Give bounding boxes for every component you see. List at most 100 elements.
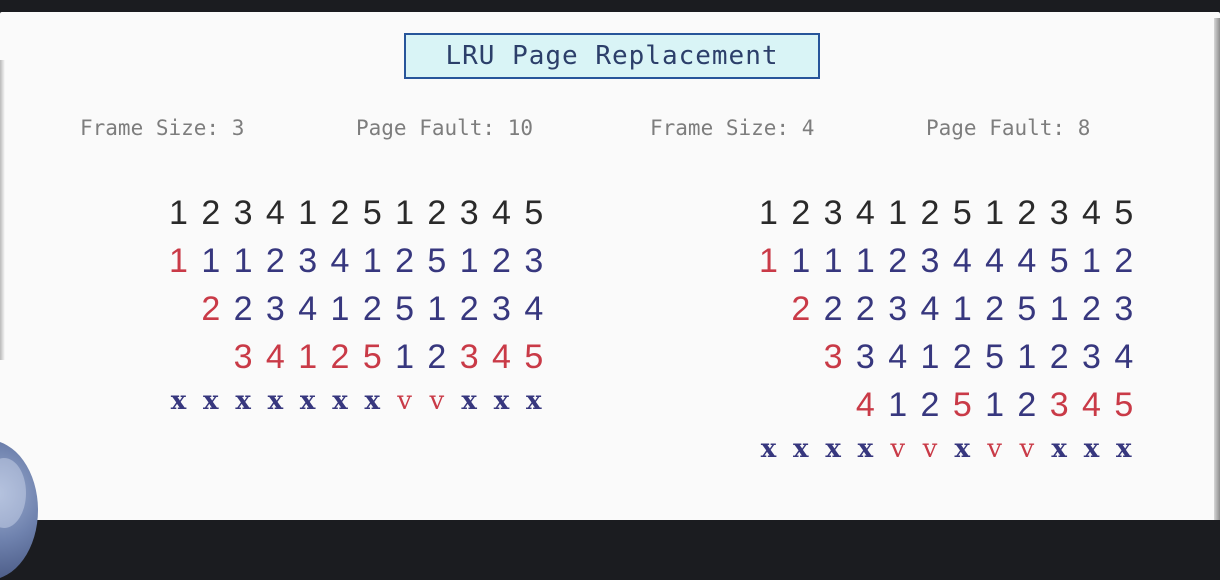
frame-cell: 5 bbox=[524, 338, 544, 376]
fault-mark: x bbox=[364, 386, 381, 416]
left-frame-size: Frame Size: 3 bbox=[80, 116, 245, 140]
frame-cell: 2 bbox=[985, 290, 1005, 328]
frame-cell: 1 bbox=[823, 242, 843, 280]
frame-cell: 1 bbox=[169, 242, 188, 280]
frame-cell: 1 bbox=[791, 242, 811, 280]
frame-cell: 1 bbox=[1017, 338, 1037, 376]
frame-cell: 5 bbox=[395, 290, 415, 328]
frame-cell: 1 bbox=[888, 386, 908, 424]
frame-cell: 1 bbox=[920, 338, 940, 376]
frame-cell: 5 bbox=[985, 338, 1005, 376]
frame-cell: 2 bbox=[201, 290, 221, 328]
reference-page: 3 bbox=[233, 194, 253, 232]
page-title: LRU Page Replacement bbox=[445, 41, 779, 71]
title-box: LRU Page Replacement bbox=[404, 33, 820, 79]
frame-cell: 5 bbox=[1049, 242, 1069, 280]
fault-mark: x bbox=[461, 386, 477, 416]
frame-cell: 1 bbox=[855, 242, 875, 280]
reference-page: 5 bbox=[524, 194, 544, 232]
reference-page: 2 bbox=[920, 194, 940, 232]
frame-cell: 3 bbox=[265, 290, 285, 328]
reference-page: 1 bbox=[298, 194, 318, 232]
frame-cell: 3 bbox=[233, 338, 253, 376]
reference-page: 1 bbox=[759, 194, 778, 232]
frame-cell: 1 bbox=[952, 290, 972, 328]
hit-mark: v bbox=[429, 386, 445, 416]
reference-page: 2 bbox=[427, 194, 447, 232]
reference-page: 1 bbox=[169, 194, 188, 232]
fault-mark: x bbox=[760, 434, 777, 464]
right-page-fault: Page Fault: 8 bbox=[926, 116, 1091, 140]
reference-page: 2 bbox=[201, 194, 221, 232]
frame-cell: 1 bbox=[201, 242, 221, 280]
hit-mark: v bbox=[890, 434, 906, 464]
frame-cell: 3 bbox=[855, 338, 875, 376]
frame-cell: 1 bbox=[427, 290, 447, 328]
fault-mark: x bbox=[793, 434, 809, 464]
slide bbox=[0, 12, 1220, 520]
frame-cell: 4 bbox=[985, 242, 1005, 280]
reference-page: 2 bbox=[330, 194, 350, 232]
frame-cell: 3 bbox=[1049, 386, 1069, 424]
fault-mark: x bbox=[825, 434, 841, 464]
frame-cell: 2 bbox=[265, 242, 285, 280]
frame-cell: 4 bbox=[492, 338, 511, 376]
frame-cell: 5 bbox=[427, 242, 447, 280]
frame-cell: 2 bbox=[888, 242, 908, 280]
frame-cell: 4 bbox=[1114, 338, 1134, 376]
frame-cell: 2 bbox=[492, 242, 511, 280]
reference-page: 4 bbox=[492, 194, 511, 232]
frame-cell: 1 bbox=[395, 338, 415, 376]
fault-mark: x bbox=[1116, 434, 1132, 464]
reference-page: 4 bbox=[1082, 194, 1101, 232]
reference-page: 2 bbox=[1017, 194, 1037, 232]
frame-cell: 1 bbox=[759, 242, 778, 280]
fault-mark: x bbox=[493, 386, 510, 416]
fault-mark: x bbox=[1083, 434, 1100, 464]
reference-page: 2 bbox=[791, 194, 811, 232]
frame-cell: 2 bbox=[823, 290, 843, 328]
frame-cell: 2 bbox=[1082, 290, 1101, 328]
hit-mark: v bbox=[1019, 434, 1035, 464]
reference-page: 4 bbox=[855, 194, 875, 232]
reference-page: 5 bbox=[952, 194, 972, 232]
frame-cell: 2 bbox=[1114, 242, 1134, 280]
fault-mark: x bbox=[299, 386, 316, 416]
frame-cell: 1 bbox=[233, 242, 253, 280]
frame-cell: 4 bbox=[298, 290, 318, 328]
frame-cell: 2 bbox=[459, 290, 479, 328]
frame-cell: 3 bbox=[888, 290, 908, 328]
frame-cell: 3 bbox=[1082, 338, 1101, 376]
frame-cell: 3 bbox=[1114, 290, 1134, 328]
frame-cell: 3 bbox=[492, 290, 511, 328]
frame-cell: 1 bbox=[985, 386, 1005, 424]
frame-cell: 5 bbox=[1114, 386, 1134, 424]
frame-cell: 2 bbox=[952, 338, 972, 376]
frame-cell: 2 bbox=[855, 290, 875, 328]
frame-cell: 1 bbox=[362, 242, 382, 280]
reference-page: 3 bbox=[1049, 194, 1069, 232]
frame-cell: 2 bbox=[362, 290, 382, 328]
frame-cell: 2 bbox=[920, 386, 940, 424]
frame-cell: 4 bbox=[330, 242, 350, 280]
frame-cell: 3 bbox=[298, 242, 318, 280]
frame-cell: 2 bbox=[427, 338, 447, 376]
fault-mark: x bbox=[170, 386, 187, 416]
frame-cell: 2 bbox=[233, 290, 253, 328]
frame-cell: 5 bbox=[1017, 290, 1037, 328]
frame-cell: 1 bbox=[1049, 290, 1069, 328]
reference-page: 4 bbox=[265, 194, 285, 232]
reference-page: 1 bbox=[888, 194, 908, 232]
reference-page: 1 bbox=[395, 194, 415, 232]
reference-page: 5 bbox=[1114, 194, 1134, 232]
frame-cell: 4 bbox=[920, 290, 940, 328]
hit-mark: v bbox=[987, 434, 1002, 464]
frame-cell: 4 bbox=[952, 242, 972, 280]
slide-shadow-left bbox=[0, 60, 5, 360]
reference-page: 3 bbox=[823, 194, 843, 232]
hit-mark: v bbox=[397, 386, 412, 416]
frame-cell: 2 bbox=[1049, 338, 1069, 376]
frame-cell: 2 bbox=[330, 338, 350, 376]
reference-page: 1 bbox=[985, 194, 1005, 232]
